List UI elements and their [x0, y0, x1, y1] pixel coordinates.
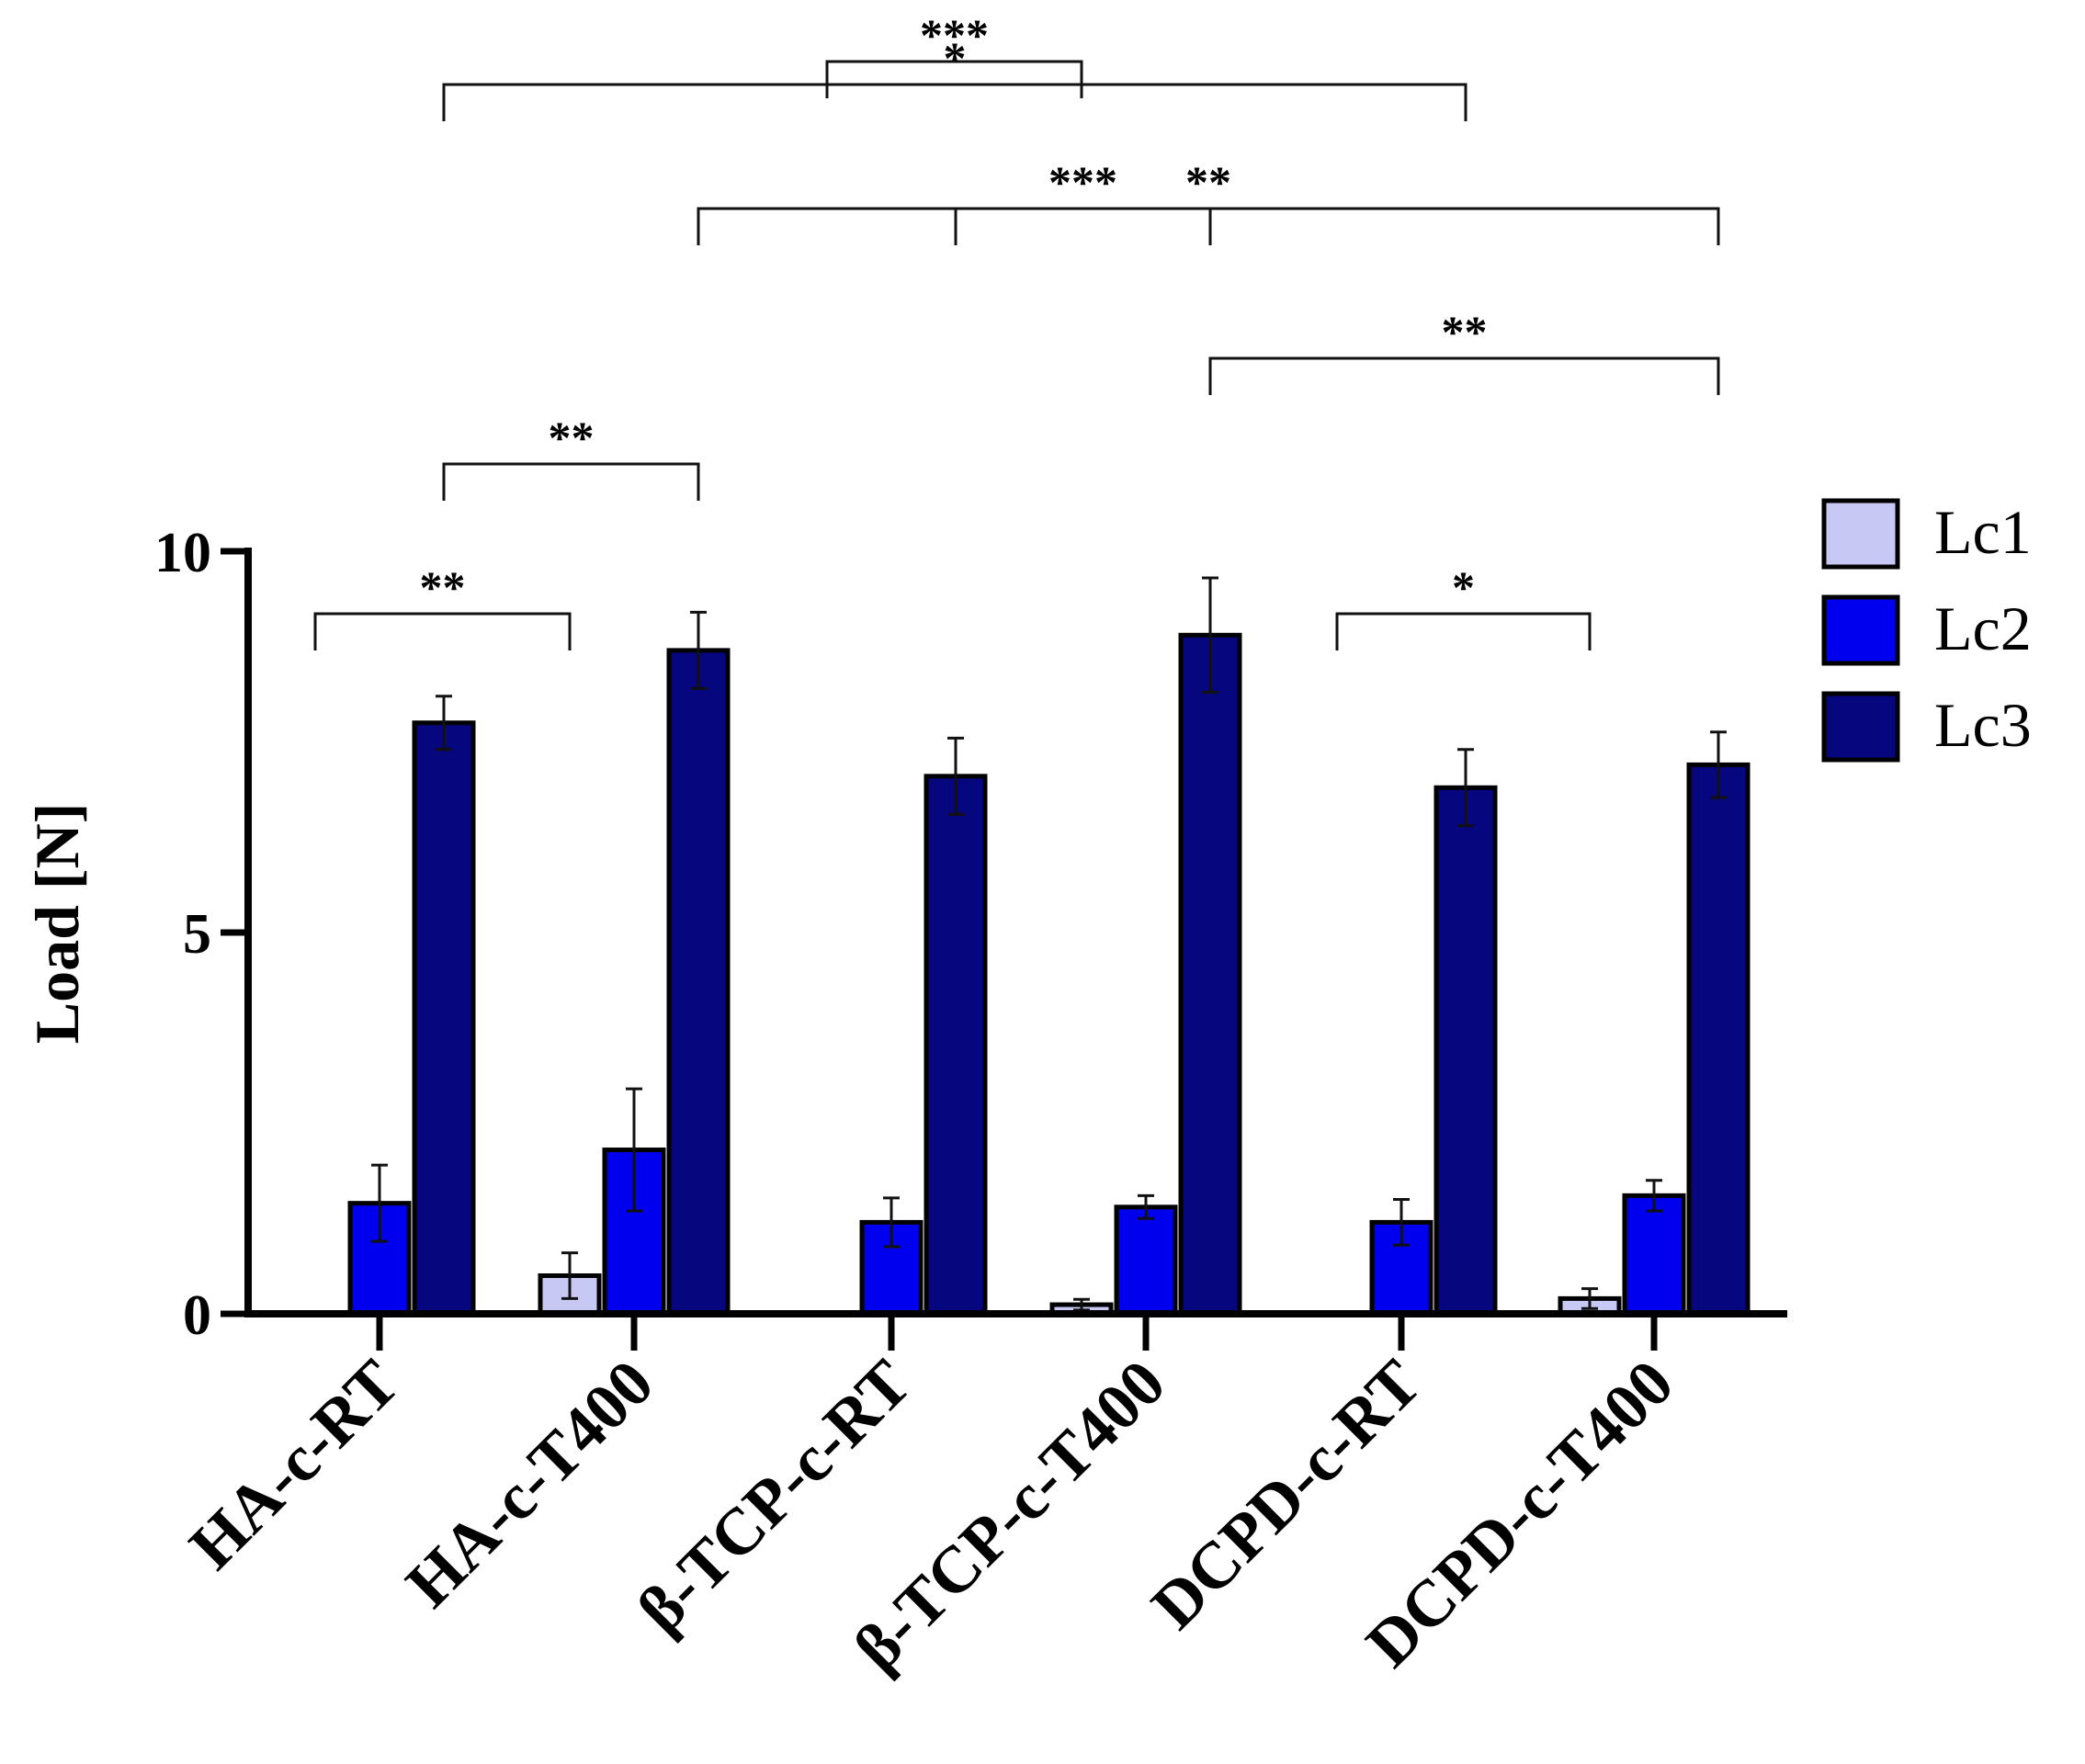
legend-swatch — [1821, 498, 1900, 570]
legend-item-lc1: Lc1 — [1821, 497, 2032, 570]
error-bars — [371, 576, 1727, 1312]
legend-swatch — [1821, 594, 1900, 666]
error-bar-ha-c-t400-lc1 — [561, 1251, 578, 1300]
significance-stars: ** — [1185, 156, 1231, 208]
bracket-line — [313, 612, 572, 650]
y-tick-label: 0 — [183, 1284, 211, 1347]
error-bar-ha-c-t400-lc3 — [690, 610, 707, 690]
y-tick-label: 5 — [183, 903, 211, 966]
x-tick-label-ha-c-rt: HA-c-RT — [176, 1346, 413, 1583]
error-bar-dcpd-c-rt-lc3 — [1457, 748, 1474, 828]
bar-tcp-c-rt-lc3 — [924, 774, 988, 1317]
error-bar-tcp-c-t400-lc1 — [1073, 1297, 1090, 1312]
significance-bracket: *** — [825, 9, 1083, 98]
y-axis-label: Load [N] — [22, 803, 92, 1045]
significance-stars: * — [944, 32, 967, 84]
error-bar-tcp-c-t400-lc3 — [1202, 576, 1218, 695]
error-bar-tcp-c-rt-lc2 — [883, 1196, 900, 1249]
significance-stars: *** — [920, 9, 989, 61]
bracket-line — [825, 60, 1083, 98]
bracket-line — [1335, 612, 1592, 650]
significance-stars: * — [1452, 561, 1475, 613]
y-ticks: 0 5 10 — [154, 522, 248, 1347]
bar-dcpd-c-t400-lc3 — [1686, 762, 1751, 1317]
significance-bracket: * — [1335, 561, 1592, 650]
bars — [347, 632, 1751, 1317]
significance-bracket: ** — [313, 561, 572, 650]
bar-dcpd-c-rt-lc3 — [1433, 785, 1498, 1317]
significance-bracket: ** — [442, 412, 700, 501]
error-bar-dcpd-c-t400-lc1 — [1581, 1287, 1598, 1310]
significance-stars: *** — [1048, 156, 1117, 208]
legend-label: Lc3 — [1934, 690, 2032, 760]
legend-item-lc3: Lc3 — [1821, 690, 2032, 763]
bracket-line — [697, 207, 1720, 245]
bar-ha-c-t400-lc3 — [666, 648, 731, 1317]
x-category-labels: HA-c-RTHA-c-T400β-TCP-c-RTβ-TCP-c-T400DC… — [176, 1314, 1687, 1685]
axes — [244, 548, 1787, 1317]
bar-dcpd-c-t400-lc2 — [1622, 1193, 1686, 1317]
significance-bracket: ** — [1208, 306, 1720, 395]
x-tick-label-ha-c-t400: HA-c-T400 — [392, 1346, 668, 1622]
error-bar-dcpd-c-rt-lc2 — [1393, 1198, 1410, 1247]
significance-bracket: ** — [697, 156, 1720, 245]
bar-ha-c-rt-lc3 — [412, 720, 476, 1317]
y-tick-label: 10 — [154, 522, 211, 584]
significance-brackets: **************** — [313, 9, 1720, 650]
significance-bracket: * — [442, 32, 1467, 121]
legend-swatch — [1821, 691, 1900, 763]
bar-tcp-c-t400-lc2 — [1114, 1204, 1178, 1317]
error-bar-dcpd-c-t400-lc2 — [1646, 1179, 1662, 1213]
error-bar-tcp-c-rt-lc3 — [947, 736, 964, 816]
significance-stars: ** — [420, 561, 466, 613]
error-bar-dcpd-c-t400-lc3 — [1710, 730, 1727, 799]
significance-stars: ** — [1442, 306, 1488, 357]
error-bar-ha-c-rt-lc3 — [436, 695, 452, 752]
legend-label: Lc1 — [1934, 497, 2032, 567]
bracket-line — [1208, 356, 1720, 395]
legend-label: Lc2 — [1934, 594, 2032, 663]
bracket-line — [442, 462, 700, 501]
bracket-line — [954, 207, 1212, 245]
bracket-line — [442, 83, 1467, 121]
bar-tcp-c-t400-lc3 — [1178, 632, 1242, 1317]
error-bar-ha-c-t400-lc2 — [626, 1087, 642, 1213]
error-bar-tcp-c-t400-lc2 — [1138, 1193, 1154, 1220]
legend: Lc1 Lc2 Lc3 — [1821, 497, 2032, 763]
legend-item-lc2: Lc2 — [1821, 594, 2032, 666]
error-bar-ha-c-rt-lc2 — [371, 1163, 388, 1243]
significance-stars: ** — [549, 412, 595, 463]
significance-bracket: *** — [954, 156, 1212, 245]
